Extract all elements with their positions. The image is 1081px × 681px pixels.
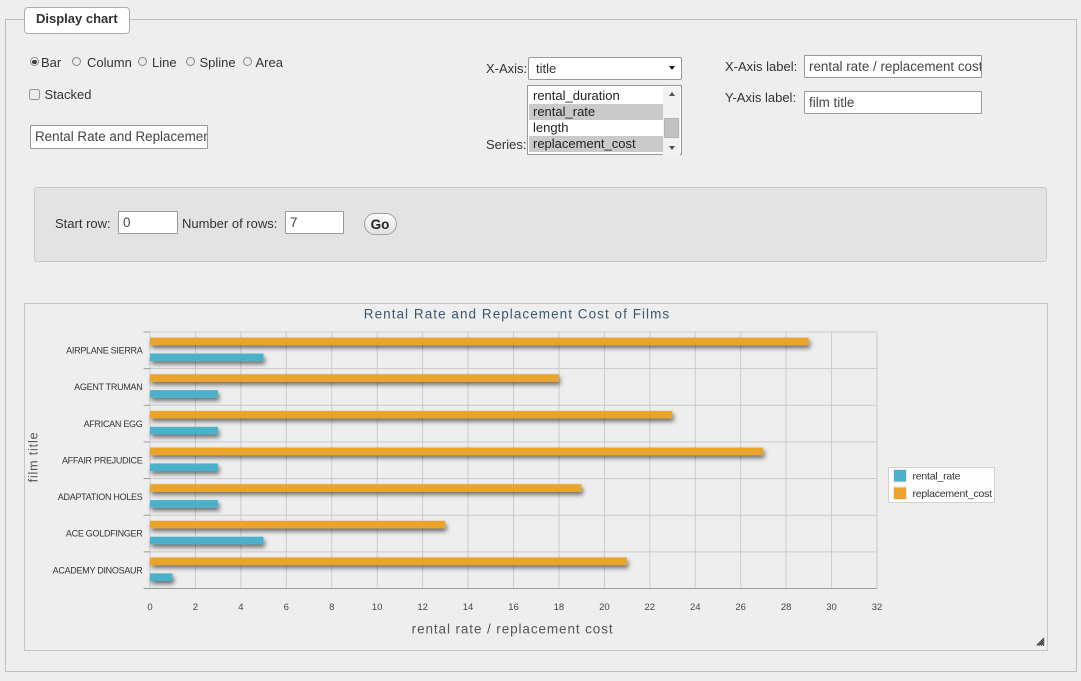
svg-text:14: 14 xyxy=(463,602,474,613)
svg-text:AIRPLANE SIERRA: AIRPLANE SIERRA xyxy=(66,346,143,356)
svg-text:ACE GOLDFINGER: ACE GOLDFINGER xyxy=(66,529,143,539)
svg-text:4: 4 xyxy=(238,602,243,613)
svg-text:2: 2 xyxy=(193,602,198,613)
svg-text:26: 26 xyxy=(735,602,746,613)
svg-text:24: 24 xyxy=(690,602,701,613)
svg-text:30: 30 xyxy=(826,602,837,613)
svg-text:rental_rate: rental_rate xyxy=(913,471,961,483)
svg-text:22: 22 xyxy=(645,602,656,613)
svg-text:AFFAIR PREJUDICE: AFFAIR PREJUDICE xyxy=(62,455,143,465)
svg-text:AGENT TRUMAN: AGENT TRUMAN xyxy=(74,382,142,392)
svg-text:28: 28 xyxy=(781,602,792,613)
svg-text:Rental Rate and Replacement Co: Rental Rate and Replacement Cost of Film… xyxy=(364,306,670,321)
svg-text:20: 20 xyxy=(599,602,610,613)
svg-text:8: 8 xyxy=(329,602,334,613)
svg-text:replacement_cost: replacement_cost xyxy=(913,488,993,500)
svg-text:16: 16 xyxy=(508,602,519,613)
svg-text:18: 18 xyxy=(554,602,565,613)
svg-text:film title: film title xyxy=(27,432,41,483)
svg-text:32: 32 xyxy=(872,602,883,613)
svg-text:ADAPTATION HOLES: ADAPTATION HOLES xyxy=(58,492,143,502)
svg-text:6: 6 xyxy=(284,602,289,613)
svg-text:12: 12 xyxy=(417,602,428,613)
svg-text:rental rate / replacement cost: rental rate / replacement cost xyxy=(412,621,614,636)
svg-text:10: 10 xyxy=(372,602,383,613)
svg-text:ACADEMY DINOSAUR: ACADEMY DINOSAUR xyxy=(53,565,144,575)
svg-text:0: 0 xyxy=(147,602,152,613)
svg-text:AFRICAN EGG: AFRICAN EGG xyxy=(84,419,143,429)
